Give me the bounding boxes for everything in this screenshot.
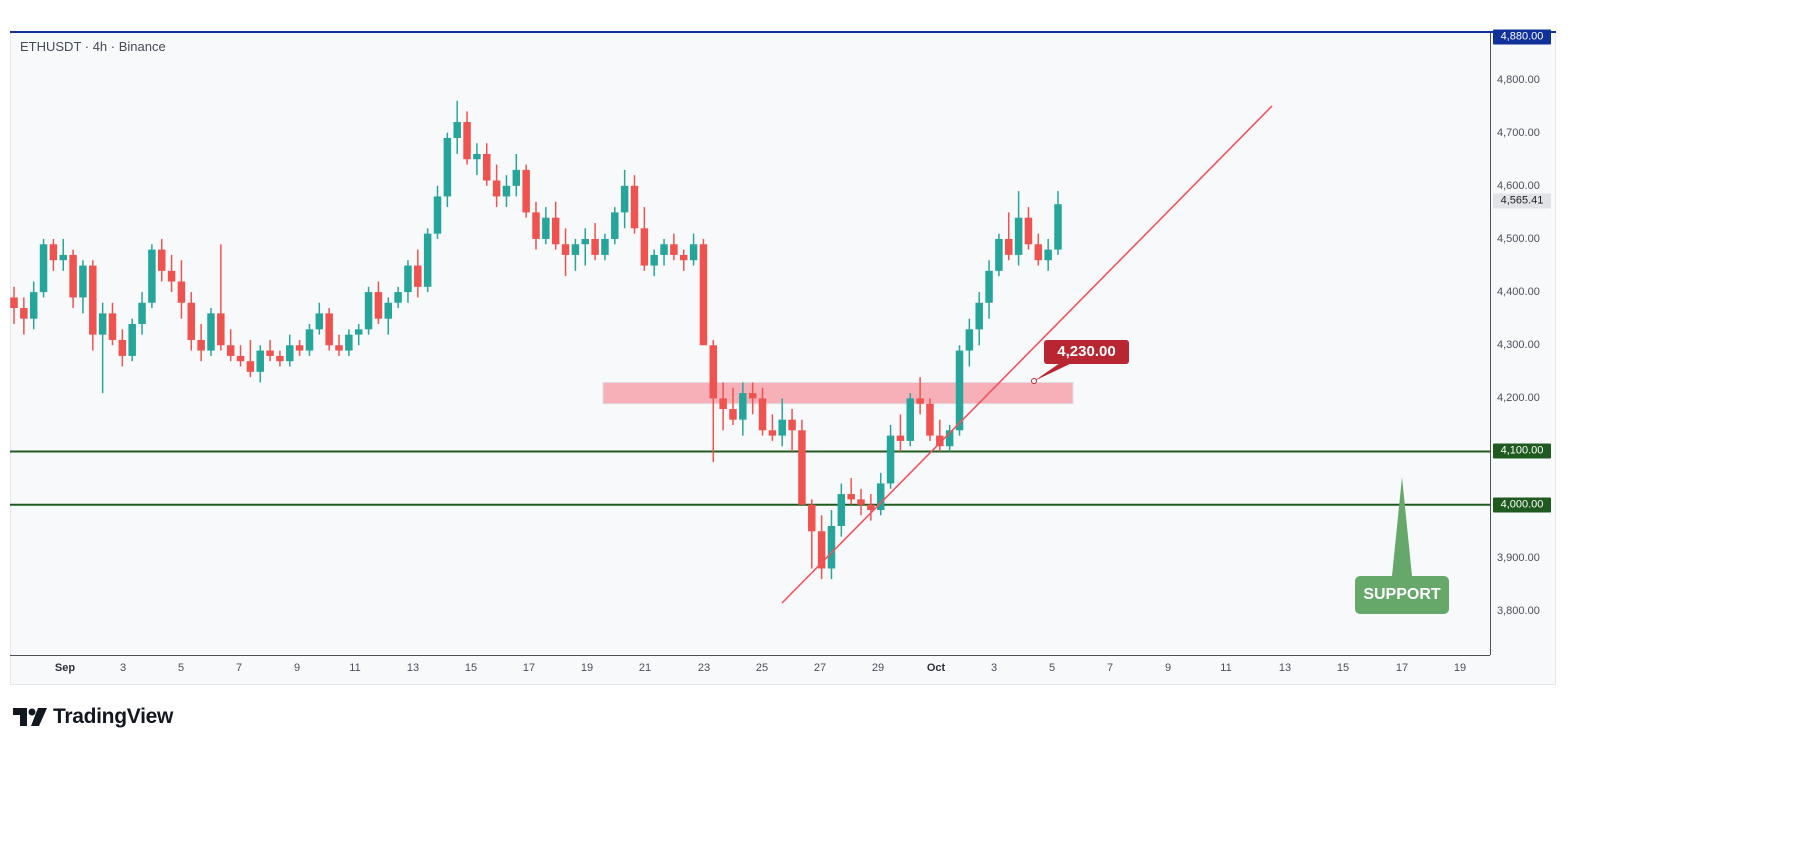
last-price-tag: 4,565.41: [1493, 193, 1551, 209]
time-tick: 3: [119, 662, 127, 674]
symbol-info[interactable]: ETHUSDT · 4h · Binance: [20, 39, 166, 54]
resistance-zone[interactable]: [602, 381, 1074, 405]
price-tick: 4,400.00: [1497, 286, 1540, 299]
price-tick: 4,300.00: [1497, 339, 1540, 352]
price-tick: 3,800.00: [1497, 605, 1540, 617]
support-label-box[interactable]: SUPPORT: [1355, 576, 1449, 614]
tradingview-logo-icon: [13, 708, 47, 726]
time-tick: 11: [1220, 662, 1232, 674]
trendline[interactable]: [781, 105, 1273, 604]
time-tick: Sep: [54, 662, 76, 674]
time-tick: 25: [755, 662, 769, 674]
time-tick: 21: [638, 662, 652, 674]
level-4000-tag: 4,000.00: [1493, 497, 1551, 513]
price-tick: 4,800.00: [1497, 73, 1540, 86]
tradingview-logo[interactable]: TradingView: [13, 705, 173, 729]
time-tick: 23: [697, 662, 711, 674]
time-tick: 15: [1336, 662, 1350, 674]
time-tick: 7: [235, 662, 243, 674]
resistance-callout[interactable]: 4,230.00: [1044, 340, 1129, 364]
tradingview-logo-text: TradingView: [53, 705, 174, 728]
top-border-line: [10, 31, 1556, 33]
price-tick: 4,600.00: [1497, 179, 1540, 192]
time-tick: 9: [293, 662, 301, 674]
time-tick: 13: [406, 662, 420, 674]
price-tick: 3,900.00: [1497, 551, 1540, 564]
time-tick: Oct: [926, 662, 946, 674]
time-tick: 17: [1395, 662, 1409, 674]
top-price-tag: 4,880.00: [1493, 29, 1551, 45]
time-tick: 7: [1106, 662, 1114, 674]
time-tick: 17: [522, 662, 536, 674]
time-tick: 9: [1164, 662, 1172, 674]
time-tick: 3: [990, 662, 998, 674]
time-tick: 5: [177, 662, 185, 674]
time-tick: 27: [813, 662, 827, 674]
price-axis[interactable]: [1490, 33, 1557, 655]
time-axis[interactable]: [10, 655, 1490, 686]
level-4100-tag: 4,100.00: [1493, 443, 1551, 459]
price-tick: 4,500.00: [1497, 232, 1540, 245]
support-levels[interactable]: [10, 450, 1490, 506]
chart-frame: [10, 31, 1556, 685]
time-tick: 5: [1048, 662, 1056, 674]
candlestick-series: [10, 100, 1062, 580]
time-tick: 11: [349, 662, 361, 674]
price-tick: 4,700.00: [1497, 126, 1540, 139]
time-tick: 29: [871, 662, 885, 674]
price-tick: 4,200.00: [1497, 392, 1540, 405]
time-tick: 19: [1453, 662, 1467, 674]
support-arrow[interactable]: [1392, 477, 1412, 576]
time-tick: 15: [464, 662, 478, 674]
time-tick: 13: [1278, 662, 1292, 674]
time-tick: 19: [580, 662, 594, 674]
chart-plot-area[interactable]: [10, 33, 1490, 655]
